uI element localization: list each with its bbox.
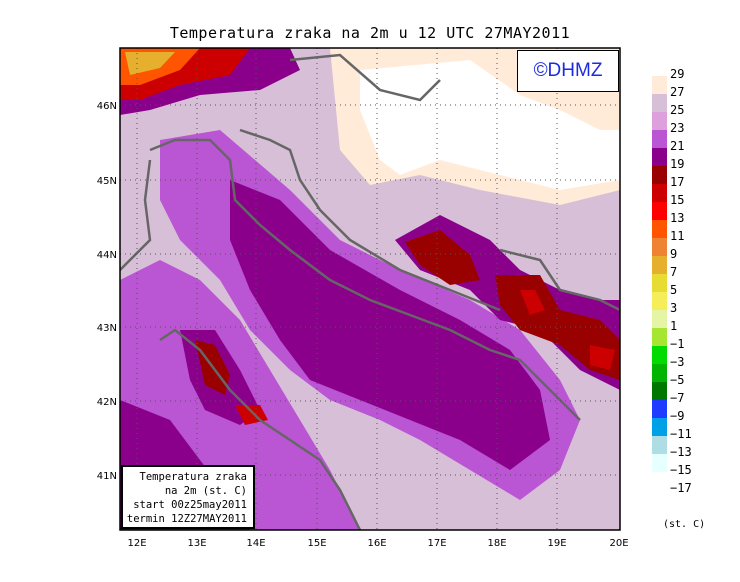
lat-tick-label: 41N (97, 471, 117, 482)
legend-label: 29 (670, 67, 685, 81)
legend-swatch (652, 418, 667, 436)
legend-label: 11 (670, 229, 685, 243)
copyright-label: ©DHMZ (517, 50, 619, 92)
legend-label: −3 (670, 355, 685, 369)
lon-tick-label: 12E (127, 538, 146, 549)
legend-label: 25 (670, 103, 685, 117)
legend-label: −15 (670, 463, 692, 477)
temperature-field (120, 48, 620, 530)
legend-label: 27 (670, 85, 685, 99)
legend-label: 15 (670, 193, 685, 207)
lon-tick-label: 16E (367, 538, 386, 549)
legend-swatch (652, 382, 667, 400)
lon-tick-label: 15E (307, 538, 326, 549)
map-title: Temperatura zraka na 2m u 12 UTC 27MAY20… (169, 24, 571, 42)
legend-swatch (652, 292, 667, 310)
legend-label: 17 (670, 175, 685, 189)
legend-swatch (652, 112, 667, 130)
legend-swatch (652, 346, 667, 364)
coastline (120, 53, 620, 530)
legend-swatch (652, 454, 667, 472)
legend-label: −9 (670, 409, 685, 423)
info-line: Temperatura zraka (139, 471, 247, 483)
legend-label: 19 (670, 157, 685, 171)
info-box: Temperatura zraka na 2m (st. C) start 00… (121, 465, 255, 529)
legend-swatch (652, 238, 667, 256)
lon-tick-label: 13E (187, 538, 206, 549)
legend-label: −1 (670, 337, 685, 351)
legend-swatch (652, 328, 667, 346)
legend-swatch (652, 364, 667, 382)
legend-unit: (st. C) (663, 519, 706, 530)
lat-tick-label: 42N (97, 397, 117, 408)
legend-label: 23 (670, 121, 685, 135)
legend-label: 1 (670, 319, 678, 333)
legend-label: −5 (670, 373, 685, 387)
legend-label: 9 (670, 247, 678, 261)
legend-swatch (652, 130, 667, 148)
legend-swatch (652, 220, 667, 238)
legend-swatch (652, 256, 667, 274)
graticule (120, 48, 620, 530)
lon-tick-label: 18E (487, 538, 506, 549)
legend-swatch (652, 202, 667, 220)
legend-swatch (652, 184, 667, 202)
legend-swatch (652, 148, 667, 166)
legend-label: −13 (670, 445, 692, 459)
lat-tick-label: 44N (97, 250, 117, 261)
legend-swatch (652, 310, 667, 328)
lon-tick-label: 17E (427, 538, 446, 549)
lat-tick-label: 43N (97, 323, 117, 334)
lon-tick-label: 14E (246, 538, 265, 549)
legend-label: −11 (670, 427, 692, 441)
info-line: na 2m (st. C) (164, 485, 247, 497)
legend-label: 3 (670, 301, 678, 315)
lon-tick-label: 20E (609, 538, 628, 549)
lat-tick-label: 45N (97, 176, 117, 187)
lat-tick-label: 46N (97, 101, 117, 112)
legend-label: 13 (670, 211, 685, 225)
legend-label: 7 (670, 265, 678, 279)
lon-tick-label: 19E (547, 538, 566, 549)
legend-label: −7 (670, 391, 685, 405)
legend-swatch (652, 76, 667, 94)
info-line: termin 12Z27MAY2011 (126, 513, 247, 525)
legend-label: 5 (670, 283, 678, 297)
legend-swatch (652, 166, 667, 184)
legend-swatch (652, 274, 667, 292)
map-frame (119, 47, 621, 531)
info-line: start 00z25may2011 (133, 499, 247, 511)
legend-label: 21 (670, 139, 685, 153)
legend-swatch (652, 400, 667, 418)
legend-label: −17 (670, 481, 692, 495)
legend-swatch (652, 94, 667, 112)
legend-swatch (652, 436, 667, 454)
